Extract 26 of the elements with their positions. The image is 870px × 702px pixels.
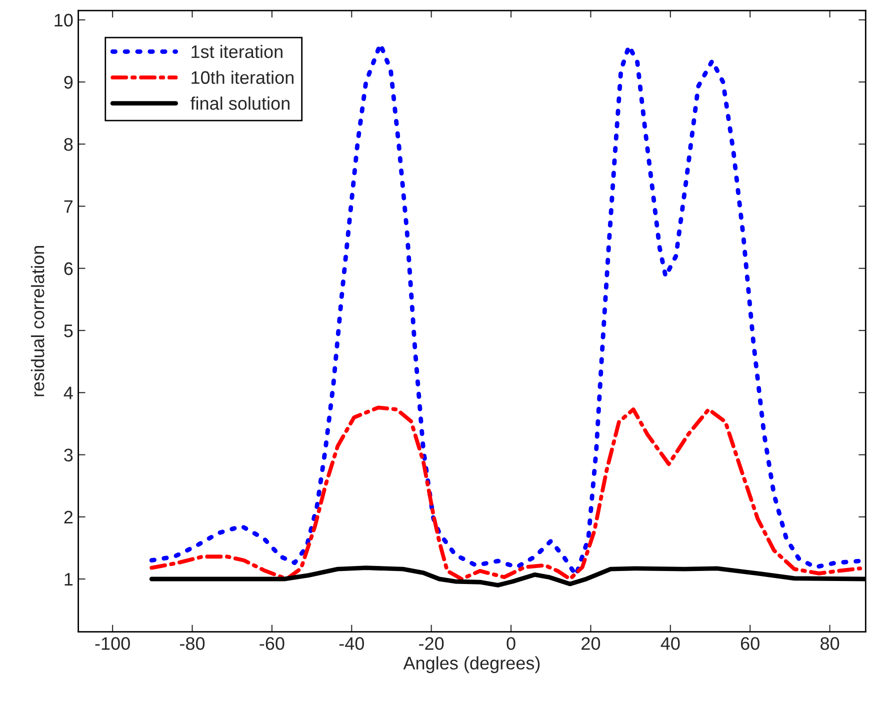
legend-label: final solution — [190, 96, 290, 110]
y-axis-title: residual correlation — [30, 246, 44, 396]
y-tick-label: 1 — [64, 573, 73, 586]
legend-label: 10th iteration — [192, 70, 294, 84]
x-axis-title: Angles (degrees) — [403, 656, 540, 674]
y-tick-label: 8 — [64, 138, 73, 151]
y-tick-label: 7 — [64, 200, 73, 213]
y-tick-label: 3 — [64, 448, 73, 462]
x-tick-label: -20 — [419, 637, 444, 650]
x-tick-label: 0 — [506, 637, 516, 650]
x-tick-label: -100 — [95, 637, 130, 650]
y-tick-label: 9 — [64, 76, 73, 89]
x-tick-label: 40 — [660, 637, 680, 650]
x-tick-label: -40 — [339, 637, 364, 650]
y-tick-label: 5 — [64, 324, 73, 338]
x-tick-label: 80 — [820, 637, 840, 650]
x-tick-label: 20 — [582, 637, 600, 650]
x-tick-label: 60 — [740, 637, 760, 650]
x-tick-label: -80 — [180, 637, 205, 650]
y-tick-label: 10 — [54, 14, 73, 27]
legend-label: 1st iteration — [192, 44, 282, 58]
line-series — [150, 406, 862, 581]
y-tick-label: 4 — [64, 386, 73, 400]
y-tick-label: 6 — [64, 262, 73, 276]
y-tick-label: 2 — [64, 510, 73, 524]
x-tick-label: -60 — [260, 637, 284, 650]
